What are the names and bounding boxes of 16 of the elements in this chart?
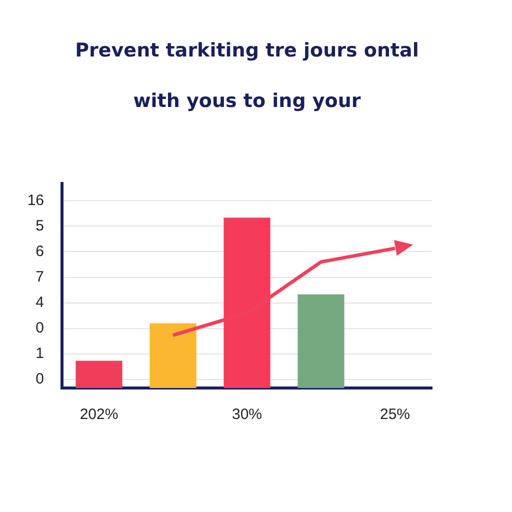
bar <box>76 360 122 388</box>
bar <box>150 323 196 388</box>
text: 16 <box>27 192 44 209</box>
x-tick-label: 25% <box>380 406 410 424</box>
text: 4 <box>36 294 44 311</box>
text: 7 <box>36 268 44 286</box>
text: 0 <box>36 370 44 388</box>
chart-subtitle: with yous to ing your <box>133 90 362 112</box>
text: 6 <box>36 242 44 260</box>
text: 5 <box>36 217 44 234</box>
text: 0 <box>36 320 44 337</box>
x-tick-label: 202% <box>80 406 118 424</box>
text: 1 <box>36 345 44 362</box>
x-tick-label: 30% <box>232 406 262 424</box>
chart-title: Prevent tarkiting tre jours ontal <box>75 39 419 62</box>
bar <box>298 294 344 388</box>
